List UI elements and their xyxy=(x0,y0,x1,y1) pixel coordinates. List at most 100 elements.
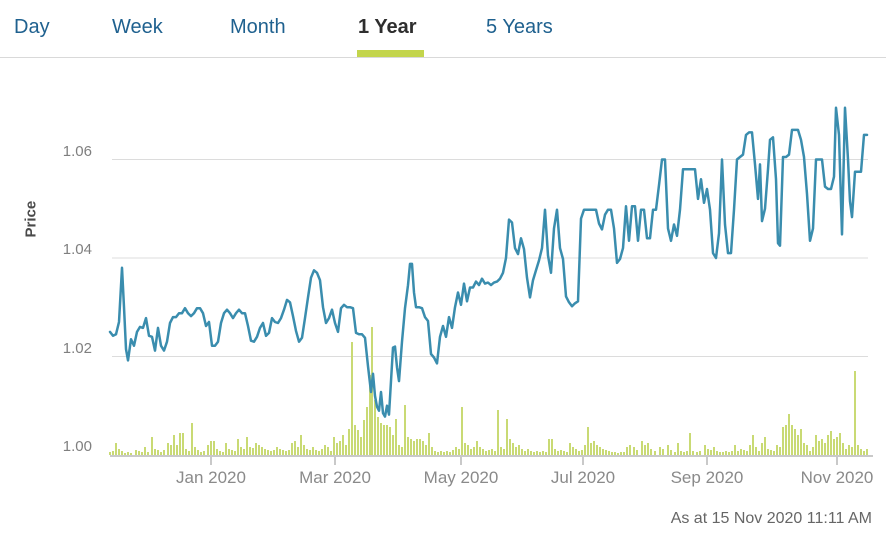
volume-bar xyxy=(608,451,610,455)
volume-bar xyxy=(345,445,347,455)
volume-bar xyxy=(812,447,814,455)
tab-1-year[interactable]: 1 Year xyxy=(358,16,417,38)
volume-bar xyxy=(377,417,379,455)
volume-bar xyxy=(141,452,143,455)
volume-bar xyxy=(755,447,757,455)
volume-bar xyxy=(312,447,314,455)
volume-bar xyxy=(416,439,418,455)
volume-bar xyxy=(572,447,574,455)
volume-bar xyxy=(833,439,835,455)
volume-bar xyxy=(785,425,787,455)
volume-bar xyxy=(237,439,239,455)
y-tick-label-1.00: 1.00 xyxy=(62,438,92,455)
volume-bar xyxy=(222,452,224,455)
tab-week[interactable]: Week xyxy=(112,16,163,38)
volume-bar xyxy=(419,439,421,455)
volume-bar xyxy=(863,451,865,455)
volume-bar xyxy=(288,450,290,455)
volume-bar xyxy=(500,447,502,455)
volume-bar xyxy=(309,450,311,455)
volume-bar xyxy=(225,443,227,455)
volume-bar xyxy=(734,445,736,455)
volume-bar xyxy=(530,451,532,455)
x-tick-label-mar-2020: Mar 2020 xyxy=(299,468,371,487)
volume-bar xyxy=(194,447,196,455)
tab-5-years[interactable]: 5 Years xyxy=(486,16,553,38)
volume-bar xyxy=(860,449,862,455)
volume-bar xyxy=(413,441,415,455)
volume-bar xyxy=(258,445,260,455)
volume-bar xyxy=(410,439,412,455)
volume-bar xyxy=(231,450,233,455)
volume-bar xyxy=(267,450,269,455)
volume-bar xyxy=(599,447,601,455)
volume-bar xyxy=(440,451,442,455)
volume-bar xyxy=(182,433,184,455)
volume-bar xyxy=(300,435,302,455)
volume-bar xyxy=(557,451,559,455)
volume-bar xyxy=(614,452,616,455)
volume-bar xyxy=(392,435,394,455)
volume-bar xyxy=(824,443,826,455)
price-line xyxy=(108,106,869,418)
volume-bar xyxy=(366,407,368,455)
volume-bar xyxy=(443,452,445,455)
volume-bar xyxy=(261,447,263,455)
volume-bar xyxy=(170,445,172,455)
volume-bar xyxy=(509,439,511,455)
volume-bar xyxy=(342,435,344,455)
tab-month[interactable]: Month xyxy=(230,16,286,38)
volume-bar xyxy=(752,435,754,455)
volume-bar xyxy=(422,441,424,455)
volume-bar xyxy=(336,443,338,455)
volume-bar xyxy=(611,452,613,455)
volume-bar xyxy=(401,447,403,455)
volume-bar xyxy=(830,431,832,455)
volume-bar xyxy=(707,449,709,455)
volume-bar xyxy=(782,427,784,455)
volume-bar xyxy=(485,451,487,455)
volume-bar xyxy=(710,450,712,455)
volume-bar xyxy=(234,451,236,455)
tab-day[interactable]: Day xyxy=(14,16,50,38)
volume-bar xyxy=(431,447,433,455)
volume-bar xyxy=(357,430,359,455)
volume-bar xyxy=(330,451,332,455)
volume-bar xyxy=(633,447,635,455)
volume-bar xyxy=(773,451,775,455)
volume-bar xyxy=(719,452,721,455)
volume-bar xyxy=(351,342,353,455)
volume-bar xyxy=(767,449,769,455)
volume-bar xyxy=(680,451,682,455)
volume-bar xyxy=(581,450,583,455)
volume-bar xyxy=(770,450,772,455)
volume-bar xyxy=(386,425,388,455)
volume-bar xyxy=(425,445,427,455)
volume-bar xyxy=(455,447,457,455)
volume-bar xyxy=(476,441,478,455)
volume-bar xyxy=(327,447,329,455)
volume-bar xyxy=(449,452,451,455)
volume-bar xyxy=(512,443,514,455)
volume-bar xyxy=(219,451,221,455)
volume-bar xyxy=(839,433,841,455)
volume-bar xyxy=(551,439,553,455)
volume-bar xyxy=(536,451,538,455)
volume-bar xyxy=(255,443,257,455)
y-tick-label-1.06: 1.06 xyxy=(62,142,92,160)
volume-bar xyxy=(626,447,628,455)
volume-bar xyxy=(461,407,463,455)
volume-bar xyxy=(240,447,242,455)
volume-bar xyxy=(818,441,820,455)
volume-bar xyxy=(434,451,436,455)
volume-bar xyxy=(458,449,460,455)
volume-bar xyxy=(788,414,790,455)
volume-bar xyxy=(464,443,466,455)
volume-bar xyxy=(216,449,218,455)
volume-bar xyxy=(383,425,385,455)
volume-bar xyxy=(503,449,505,455)
volume-bar xyxy=(407,437,409,455)
volume-bar xyxy=(473,447,475,455)
volume-bar xyxy=(809,451,811,455)
